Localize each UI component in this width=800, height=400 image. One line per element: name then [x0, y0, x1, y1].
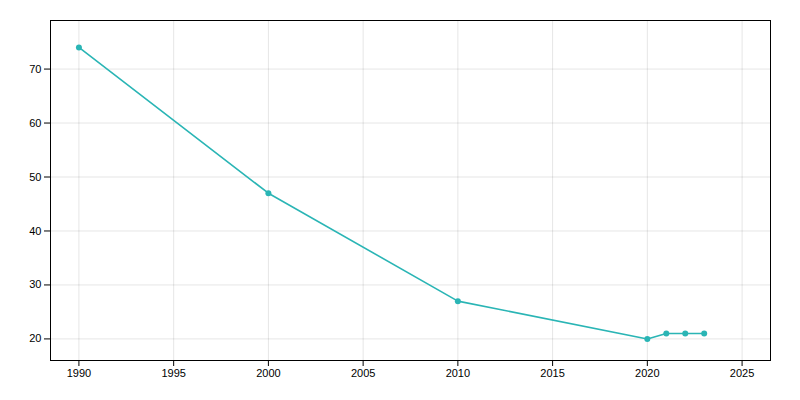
- svg-text:20: 20: [29, 332, 41, 344]
- svg-text:2000: 2000: [256, 367, 280, 379]
- svg-text:2020: 2020: [635, 367, 659, 379]
- svg-text:50: 50: [29, 171, 41, 183]
- svg-text:30: 30: [29, 278, 41, 290]
- svg-text:2015: 2015: [540, 367, 564, 379]
- svg-text:1990: 1990: [67, 367, 91, 379]
- svg-text:2025: 2025: [730, 367, 754, 379]
- svg-text:60: 60: [29, 117, 41, 129]
- svg-text:2005: 2005: [351, 367, 375, 379]
- svg-text:1995: 1995: [161, 367, 185, 379]
- svg-text:70: 70: [29, 63, 41, 75]
- svg-text:40: 40: [29, 224, 41, 236]
- svg-text:2010: 2010: [446, 367, 470, 379]
